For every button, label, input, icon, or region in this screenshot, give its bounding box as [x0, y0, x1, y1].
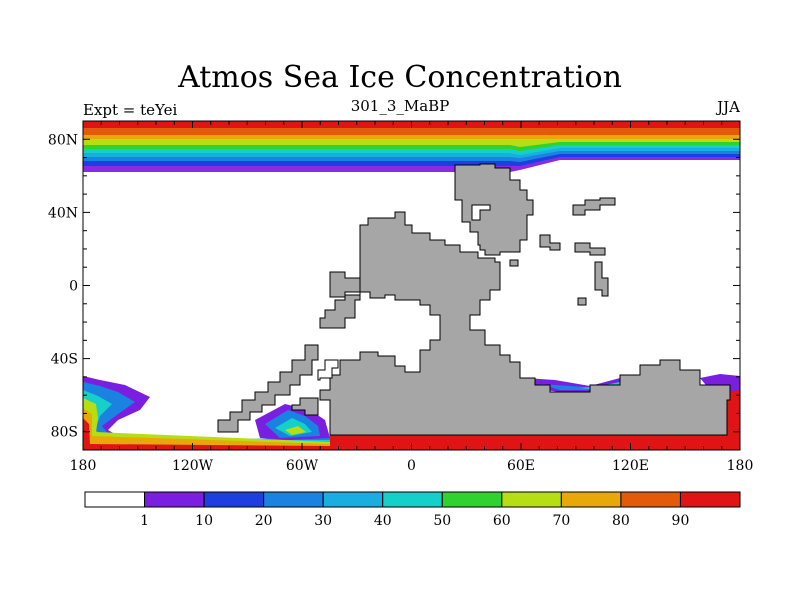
- land-masses: [217, 163, 731, 436]
- land-islands-6: [509, 259, 519, 267]
- axis-ticks: [82, 120, 741, 451]
- experiment-label: Expt = teYei: [83, 101, 178, 119]
- x-tick-label: 120W: [172, 458, 214, 474]
- land-islands-2: [539, 234, 561, 251]
- antarctic-sea-ice-west: [83, 376, 330, 450]
- colorbar-label: 70: [552, 513, 570, 529]
- axis-tick-labels: 180 120W 60W 0 60E 120E 180 80N 40N 0 40S 80S: [48, 132, 753, 474]
- colorbar-swatch: [501, 491, 562, 508]
- x-tick-label: 0: [407, 458, 416, 474]
- colorbar-swatch: [144, 491, 205, 508]
- colorbar-label: 90: [672, 513, 690, 529]
- colorbar-swatch: [382, 491, 443, 508]
- colorbar-swatch: [84, 491, 146, 508]
- colorbar-swatch: [203, 491, 265, 508]
- land-islands-4: [594, 261, 609, 297]
- colorbar-swatch: [263, 491, 324, 508]
- land-western-chain: [217, 344, 319, 433]
- x-tick-label: 180: [70, 458, 97, 474]
- land-western-chain-2: [317, 359, 339, 381]
- land-central-continent: [319, 211, 731, 436]
- colorbar-label: 20: [255, 513, 273, 529]
- land-small-island-west: [329, 271, 361, 298]
- colorbar-label: 50: [433, 513, 451, 529]
- y-tick-label: 80S: [51, 425, 78, 441]
- land-islands-5: [577, 297, 587, 306]
- y-tick-label: 40S: [51, 352, 78, 368]
- y-tick-label: 80N: [48, 132, 78, 148]
- land-islands-3: [574, 242, 606, 256]
- period-label: 301_3_MaBP: [350, 97, 450, 115]
- colorbar-label: 60: [493, 513, 511, 529]
- land-western-piece: [291, 397, 319, 416]
- y-tick-label: 40N: [48, 205, 78, 221]
- land-north-asia: [454, 163, 534, 256]
- colorbar-label: 30: [314, 513, 332, 529]
- colorbar-labels: 1 10 20 30 40 50 60 70 80 90: [140, 513, 689, 529]
- x-tick-label: 60W: [286, 458, 319, 474]
- colorbar-label: 1: [140, 513, 149, 529]
- x-tick-label: 180: [727, 458, 754, 474]
- x-tick-label: 120E: [612, 458, 649, 474]
- y-tick-label: 0: [69, 279, 78, 295]
- colorbar-swatch: [679, 491, 741, 508]
- colorbar-swatch: [620, 491, 681, 508]
- land-islands-1: [572, 197, 616, 216]
- map-plot-area: [83, 121, 740, 450]
- colorbar-label: 10: [195, 513, 213, 529]
- colorbar-label: 80: [612, 513, 630, 529]
- colorbar-swatch: [441, 491, 503, 508]
- colorbar-label: 40: [374, 513, 392, 529]
- colorbar: [84, 491, 741, 508]
- land-north-asia-inlet: [471, 204, 491, 221]
- map-title: Atmos Sea Ice Concentration: [178, 60, 622, 95]
- season-label: JJA: [717, 98, 740, 116]
- x-tick-label: 60E: [507, 458, 535, 474]
- colorbar-swatch: [322, 491, 384, 508]
- colorbar-swatch: [560, 491, 622, 508]
